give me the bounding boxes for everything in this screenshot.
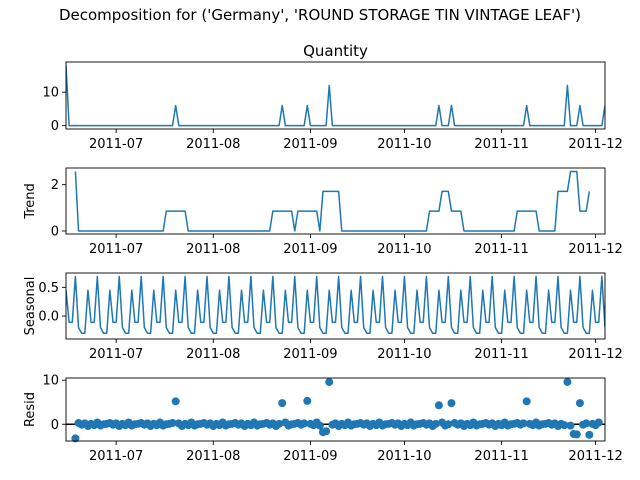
quantity-xtick-label: 2011-08 <box>186 137 240 152</box>
trend-series-line <box>74 170 591 232</box>
resid-xtick-label: 2011-11 <box>474 449 528 464</box>
resid-point <box>434 401 443 410</box>
quantity-series-line <box>66 65 605 127</box>
resid-point <box>447 399 456 408</box>
resid-point <box>560 421 569 430</box>
trend-xtick-label: 2011-12 <box>568 242 622 257</box>
seasonal-xtick-label: 2011-07 <box>89 347 143 362</box>
resid-point <box>278 399 287 408</box>
quantity-axes-frame <box>65 61 606 130</box>
resid-xtick-label: 2011-10 <box>377 449 431 464</box>
seasonal-xtick-label: 2011-10 <box>377 347 431 362</box>
trend-axes-frame <box>65 167 606 235</box>
resid-point <box>431 419 440 428</box>
resid-point <box>566 421 575 430</box>
resid-point <box>575 399 584 408</box>
quantity-xtick-label: 2011-10 <box>377 137 431 152</box>
quantity-ytick-label: 10 <box>42 86 59 101</box>
seasonal-axes-frame <box>65 272 606 340</box>
resid-point <box>582 419 591 428</box>
resid-point <box>168 418 177 427</box>
resid-xtick-label: 2011-09 <box>283 449 337 464</box>
resid-axes-frame <box>65 377 606 442</box>
resid-xtick-label: 2011-12 <box>568 449 622 464</box>
resid-xtick-label: 2011-07 <box>89 449 143 464</box>
seasonal-ylabel: Seasonal <box>23 277 38 336</box>
resid-point <box>315 421 324 430</box>
seasonal-xtick-label: 2011-08 <box>186 347 240 362</box>
resid-point <box>300 419 309 428</box>
resid-ylabel: Resid <box>23 392 38 427</box>
resid-point <box>303 396 312 405</box>
resid-point <box>519 419 528 428</box>
trend-xtick-label: 2011-11 <box>474 242 528 257</box>
resid-point <box>71 434 80 443</box>
trend-ylabel: Trend <box>23 183 38 220</box>
resid-point <box>572 430 581 439</box>
quantity-xtick-label: 2011-11 <box>474 137 528 152</box>
resid-point <box>522 397 531 406</box>
quantity-title: Quantity <box>303 42 368 60</box>
quantity-xtick-label: 2011-07 <box>89 137 143 152</box>
resid-xtick-label: 2011-08 <box>186 449 240 464</box>
resid-point <box>322 427 331 436</box>
seasonal-series-line <box>66 275 605 335</box>
resid-ytick-label: 10 <box>42 374 59 389</box>
trend-xtick-label: 2011-07 <box>89 242 143 257</box>
resid-point <box>444 420 453 429</box>
trend-xtick-label: 2011-08 <box>186 242 240 257</box>
resid-point <box>563 377 572 386</box>
quantity-xtick-label: 2011-12 <box>568 137 622 152</box>
trend-xtick-label: 2011-09 <box>283 242 337 257</box>
figure-suptitle: Decomposition for ('Germany', 'ROUND STO… <box>58 6 582 24</box>
trend-xtick-label: 2011-10 <box>377 242 431 257</box>
seasonal-ytick-label: 0.0 <box>38 310 59 325</box>
seasonal-xtick-label: 2011-09 <box>283 347 337 362</box>
resid-point <box>325 377 334 386</box>
resid-point <box>275 419 284 428</box>
quantity-ytick-label: 0 <box>51 119 59 134</box>
resid-point <box>585 430 594 439</box>
seasonal-ytick-label: 0.5 <box>38 281 59 296</box>
resid-point <box>171 397 180 406</box>
quantity-xtick-label: 2011-09 <box>283 137 337 152</box>
seasonal-xtick-label: 2011-12 <box>568 347 622 362</box>
trend-ytick-label: 0 <box>51 224 59 239</box>
resid-ytick-label: 0 <box>51 418 59 433</box>
resid-point <box>594 418 603 427</box>
seasonal-xtick-label: 2011-11 <box>474 347 528 362</box>
trend-ytick-label: 2 <box>51 178 59 193</box>
